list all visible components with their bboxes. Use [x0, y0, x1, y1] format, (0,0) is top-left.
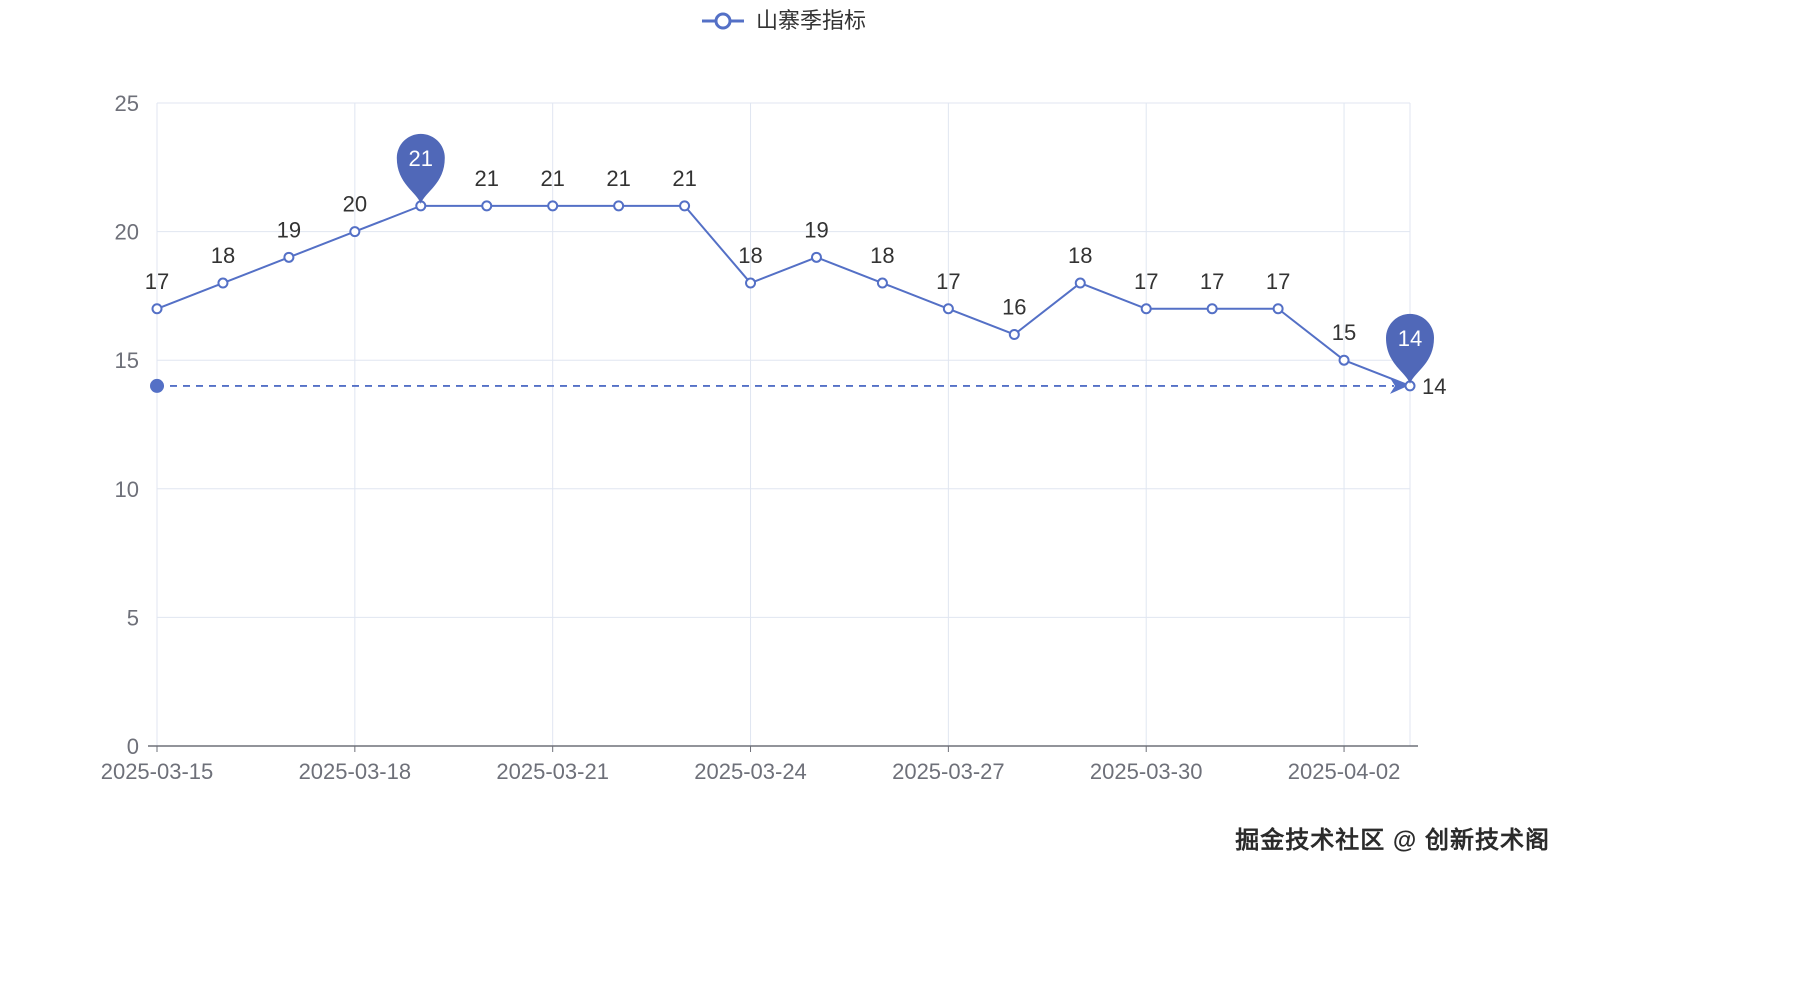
data-point[interactable]: [942, 303, 954, 315]
x-axis-label: 2025-03-21: [496, 759, 609, 784]
pin-value-label: 21: [409, 146, 433, 171]
point-label: 18: [211, 243, 235, 268]
data-point[interactable]: [151, 303, 163, 315]
data-point[interactable]: [1272, 303, 1284, 315]
pin-balloon-icon: [396, 133, 445, 204]
data-point[interactable]: [547, 200, 559, 212]
data-point[interactable]: [349, 226, 361, 238]
point-label: 21: [606, 166, 630, 191]
data-point[interactable]: [810, 251, 822, 263]
x-axis-label: 2025-03-30: [1090, 759, 1203, 784]
point-label: 17: [1200, 269, 1224, 294]
y-axis-label: 5: [127, 605, 139, 630]
data-point[interactable]: [679, 200, 691, 212]
pin-value-label: 14: [1398, 326, 1422, 351]
y-axis-label: 20: [115, 220, 139, 245]
data-point[interactable]: [613, 200, 625, 212]
watermark: 掘金技术社区 @ 创新技术阁: [1235, 827, 1550, 854]
data-point[interactable]: [1008, 328, 1020, 340]
pin-balloon-icon: [1386, 313, 1434, 384]
point-label: 17: [1134, 269, 1158, 294]
point-label: 20: [343, 192, 367, 217]
data-point[interactable]: [1074, 277, 1086, 289]
y-axis-label: 0: [127, 734, 139, 759]
point-label: 17: [1266, 269, 1290, 294]
data-point[interactable]: [217, 277, 229, 289]
mark-point-pin[interactable]: 14: [1386, 313, 1434, 384]
data-point[interactable]: [1206, 303, 1218, 315]
x-axis-label: 2025-03-18: [299, 759, 412, 784]
point-label: 19: [277, 217, 301, 242]
mark-line-arrow-icon: [1390, 377, 1408, 394]
data-point[interactable]: [876, 277, 888, 289]
point-label: 17: [145, 269, 169, 294]
legend-line-marker-icon: [700, 12, 746, 30]
data-point[interactable]: [1338, 354, 1350, 366]
x-axis-label: 2025-04-02: [1288, 759, 1401, 784]
point-label: 18: [870, 243, 894, 268]
y-axis-label: 10: [115, 477, 139, 502]
x-axis-label: 2025-03-15: [101, 759, 214, 784]
mark-point-pin[interactable]: 21: [396, 133, 445, 204]
data-point[interactable]: [1140, 303, 1152, 315]
point-label: 17: [936, 269, 960, 294]
series-line: [156, 204, 1411, 387]
point-label: 21: [474, 166, 498, 191]
point-label: 21: [672, 166, 696, 191]
point-label: 18: [1068, 243, 1092, 268]
point-label: 19: [804, 217, 828, 242]
x-axis-label: 2025-03-27: [892, 759, 1005, 784]
data-point[interactable]: [481, 200, 493, 212]
point-label: 18: [738, 243, 762, 268]
y-axis-label: 15: [115, 348, 139, 373]
legend-item[interactable]: 山寨季指标: [700, 8, 866, 34]
data-point[interactable]: [283, 251, 295, 263]
y-axis-label: 25: [115, 91, 139, 116]
point-label: 16: [1002, 294, 1026, 319]
point-label: 15: [1332, 320, 1356, 345]
x-axis-label: 2025-03-24: [694, 759, 807, 784]
point-label: 21: [540, 166, 564, 191]
data-point[interactable]: [745, 277, 757, 289]
mark-line-start-dot: [150, 378, 164, 393]
legend-label: 山寨季指标: [755, 8, 867, 33]
mark-line-value-label: 14: [1422, 374, 1446, 399]
